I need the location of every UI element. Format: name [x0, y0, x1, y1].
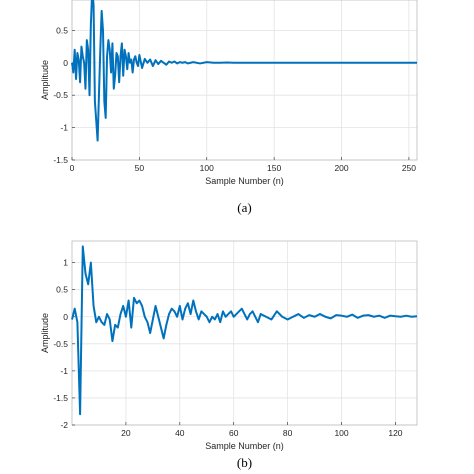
x-tick-label: 80	[283, 428, 293, 438]
x-tick-label: 40	[175, 428, 185, 438]
plot-frame	[71, 0, 418, 161]
x-tick-label: 250	[402, 163, 416, 173]
x-tick-label: 60	[229, 428, 239, 438]
y-tick-label: 0.5	[56, 25, 68, 35]
x-tick-label: 100	[200, 163, 214, 173]
x-tick-label: 100	[334, 428, 348, 438]
panel-caption: (b)	[237, 455, 252, 470]
y-tick-label: -0.5	[53, 339, 68, 349]
series-line	[71, 245, 418, 416]
y-axis-label: Amplitude	[40, 313, 50, 353]
x-tick-label: 50	[135, 163, 145, 173]
y-tick-label: -0.5	[53, 90, 68, 100]
panel-caption: (a)	[237, 200, 251, 215]
y-tick-label: 0	[63, 312, 68, 322]
y-tick-label: -1.5	[53, 155, 68, 165]
y-tick-label: 0.5	[56, 285, 68, 295]
x-axis-label: Sample Number (n)	[205, 176, 284, 186]
x-tick-label: 200	[334, 163, 348, 173]
series-line	[71, 0, 417, 142]
x-axis-label: Sample Number (n)	[205, 441, 284, 451]
chart-panel-b: 20 40 60 80 100 120 -2 -1.5 -1 -0.5 0 0.5 1 Sample Nu…	[40, 240, 418, 470]
x-tick-label: 150	[267, 163, 281, 173]
chart-panel-a: 0 50 100 150 200 250 -1.5 -1 -0.5 0 0.5 Sample Numb…	[40, 0, 418, 215]
y-tick-label: -1	[60, 366, 68, 376]
y-tick-label: 0	[63, 58, 68, 68]
x-tick-label: 0	[70, 163, 75, 173]
plot-frame	[71, 240, 418, 426]
y-tick-label: -1	[60, 123, 68, 133]
x-tick-label: 120	[388, 428, 402, 438]
y-tick-label: 1	[63, 258, 68, 268]
x-tick-label: 20	[121, 428, 131, 438]
y-tick-label: -1.5	[53, 393, 68, 403]
y-axis-label: Amplitude	[40, 60, 50, 100]
y-tick-label: -2	[60, 420, 68, 430]
